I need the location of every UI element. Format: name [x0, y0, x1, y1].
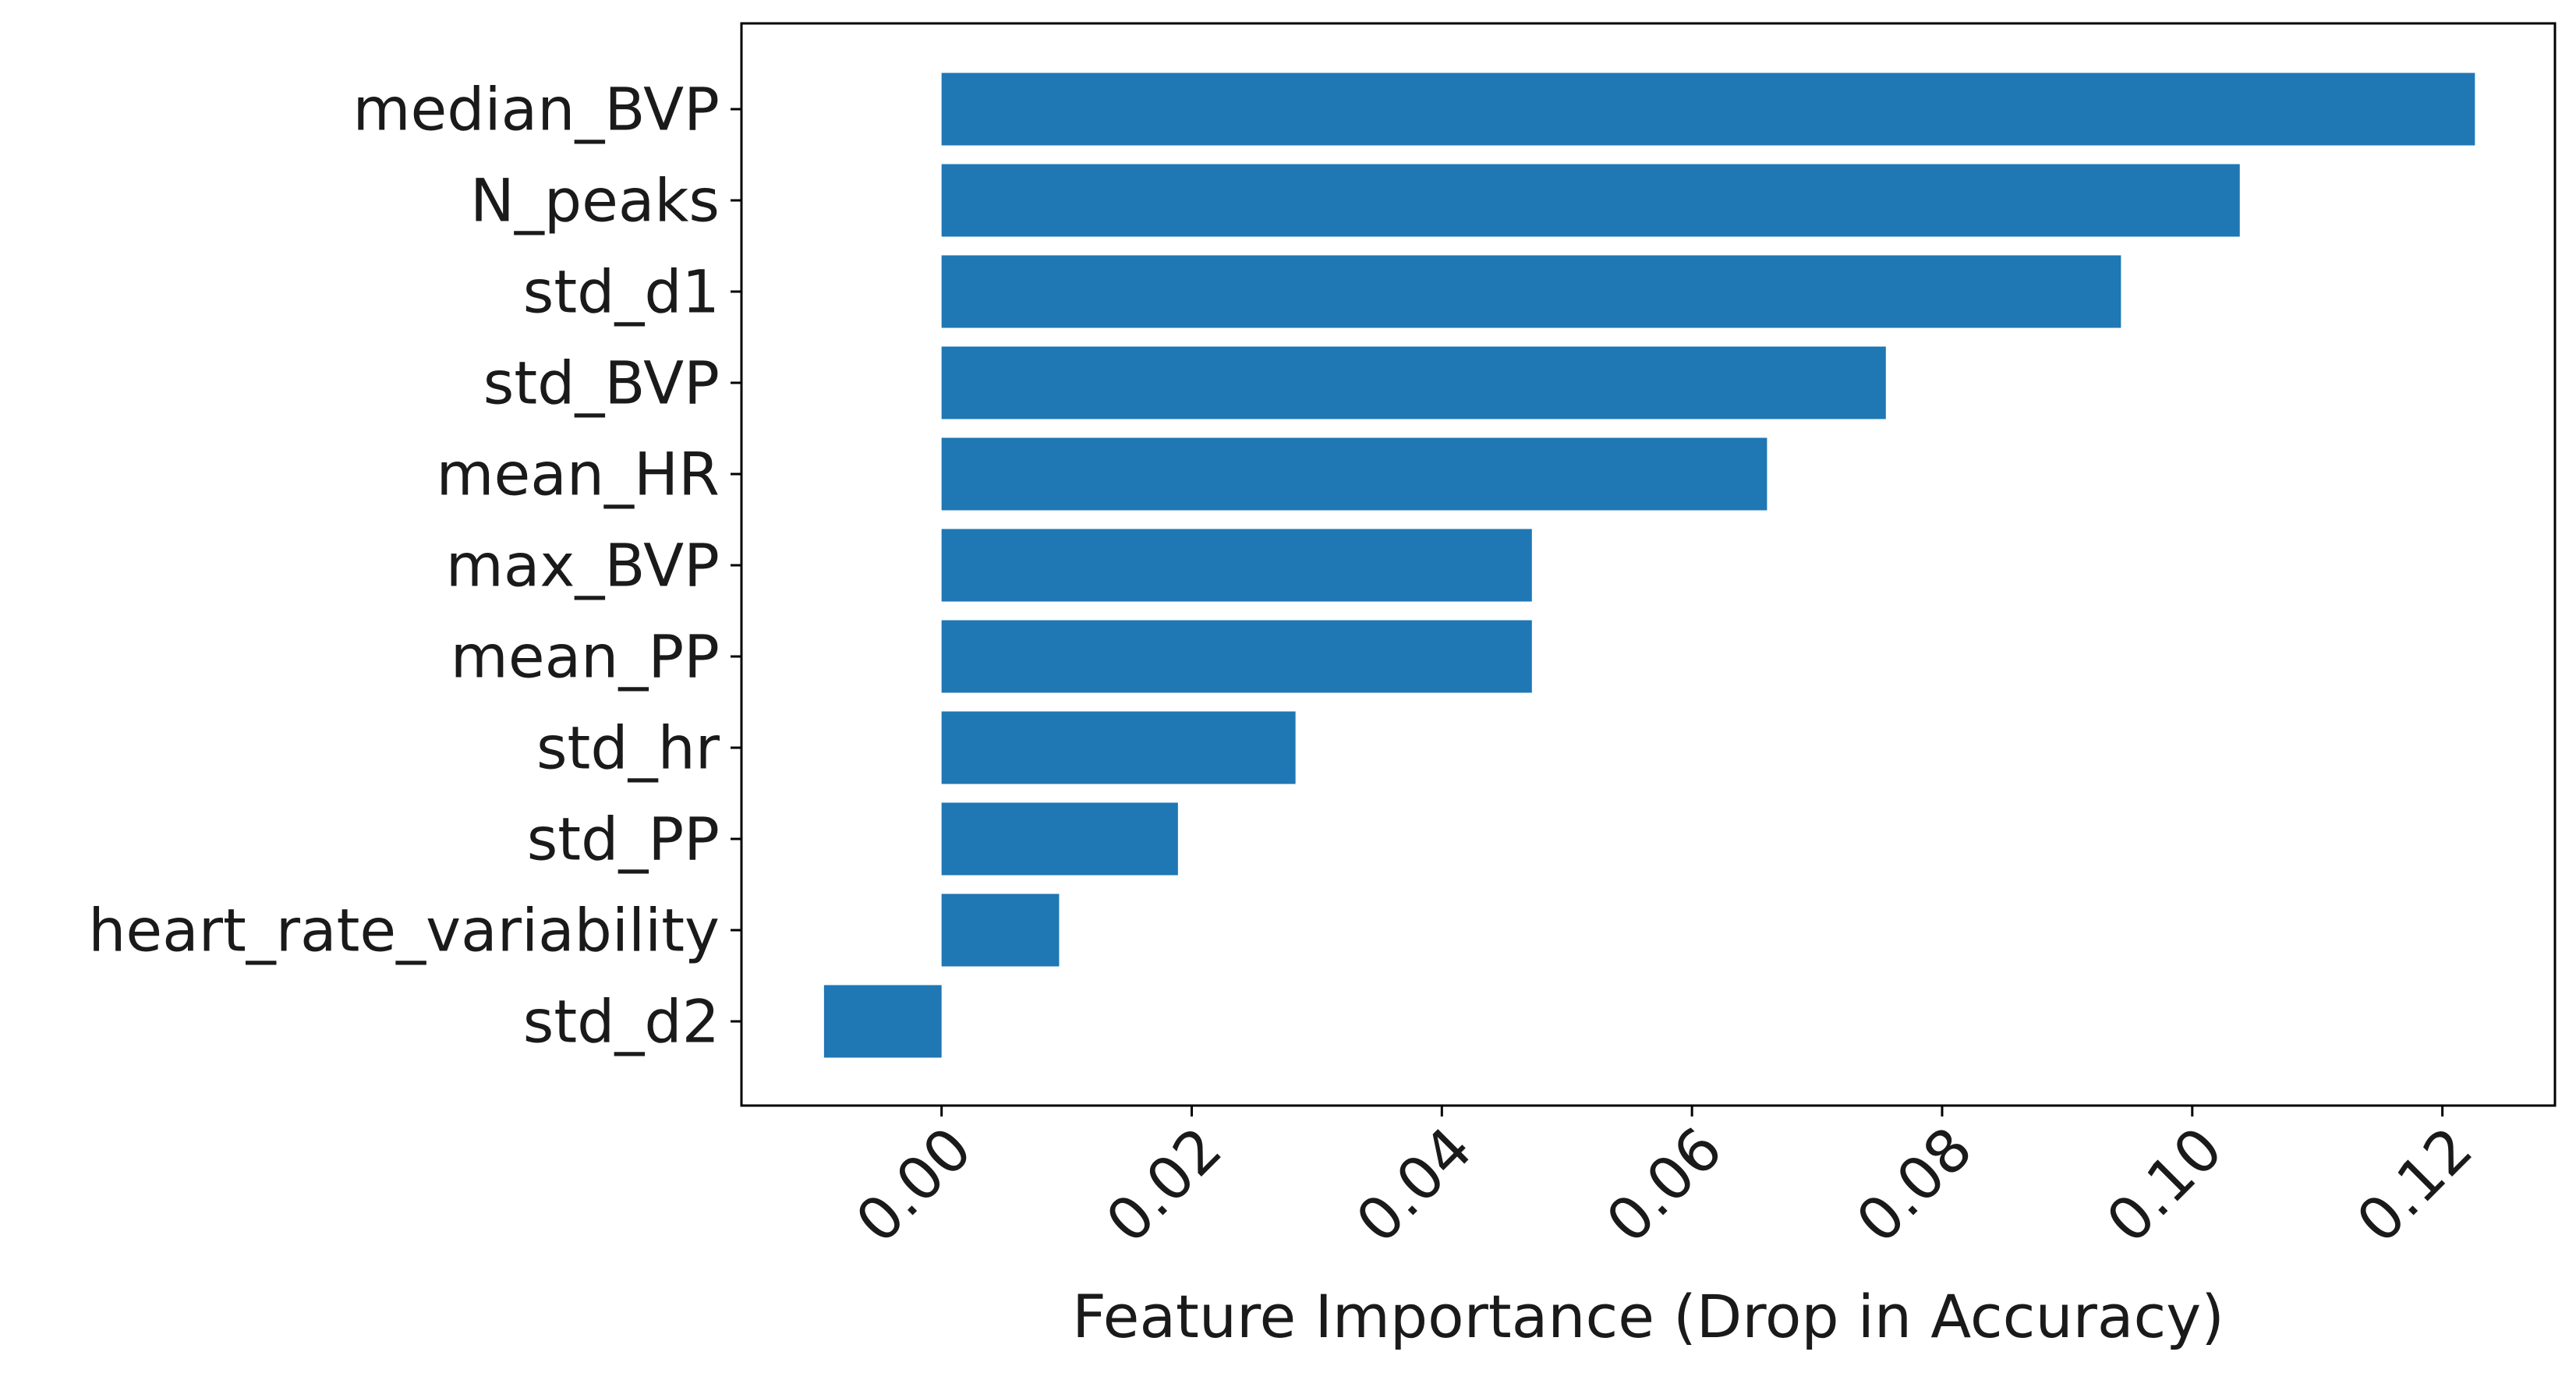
- x-axis: 0.00 0.02 0.04 0.06 0.08 0.10 0.12: [843, 1106, 2486, 1256]
- x-tick-label: 0.02: [1092, 1114, 1235, 1257]
- x-tick-label: 0.10: [2093, 1114, 2236, 1257]
- bar-mean_PP: [941, 620, 1532, 693]
- y-tick-label: std_BVP: [483, 349, 720, 418]
- y-tick-label: mean_HR: [437, 440, 720, 509]
- x-axis-title: Feature Importance (Drop in Accuracy): [1072, 1282, 2224, 1351]
- bar-std_PP: [941, 802, 1178, 876]
- bar-N_peaks: [941, 164, 2240, 237]
- x-tick-label: 0.00: [843, 1114, 985, 1257]
- bar-median_BVP: [941, 73, 2475, 146]
- y-tick-label: std_PP: [527, 805, 720, 874]
- bar-std_hr: [941, 711, 1296, 784]
- bar-std_BVP: [941, 346, 1886, 419]
- y-axis: median_BVP N_peaks std_d1 std_BVP mean_HRmax…: [88, 75, 741, 1056]
- bar-std_d1: [941, 255, 2121, 328]
- x-tick-label: 0.12: [2344, 1114, 2486, 1257]
- y-tick-label: std_hr: [536, 713, 720, 783]
- x-tick-label: 0.04: [1343, 1114, 1485, 1257]
- bar-mean_HR: [941, 437, 1767, 511]
- y-tick-label: std_d1: [523, 257, 720, 327]
- y-tick-label: std_d2: [523, 987, 720, 1056]
- x-tick-label: 0.06: [1593, 1114, 1736, 1257]
- bar-heart_rate_variability: [941, 894, 1060, 967]
- x-tick-label: 0.08: [1843, 1114, 1986, 1257]
- y-tick-label: N_peaks: [470, 166, 720, 235]
- y-tick-label: median_BVP: [352, 75, 720, 144]
- bar-max_BVP: [941, 529, 1532, 602]
- bars: [823, 73, 2475, 1058]
- bar-std_d2: [823, 985, 942, 1058]
- y-tick-label: mean_PP: [451, 622, 720, 692]
- y-tick-label: heart_rate_variability: [88, 896, 720, 965]
- y-tick-label: max_BVP: [446, 531, 720, 600]
